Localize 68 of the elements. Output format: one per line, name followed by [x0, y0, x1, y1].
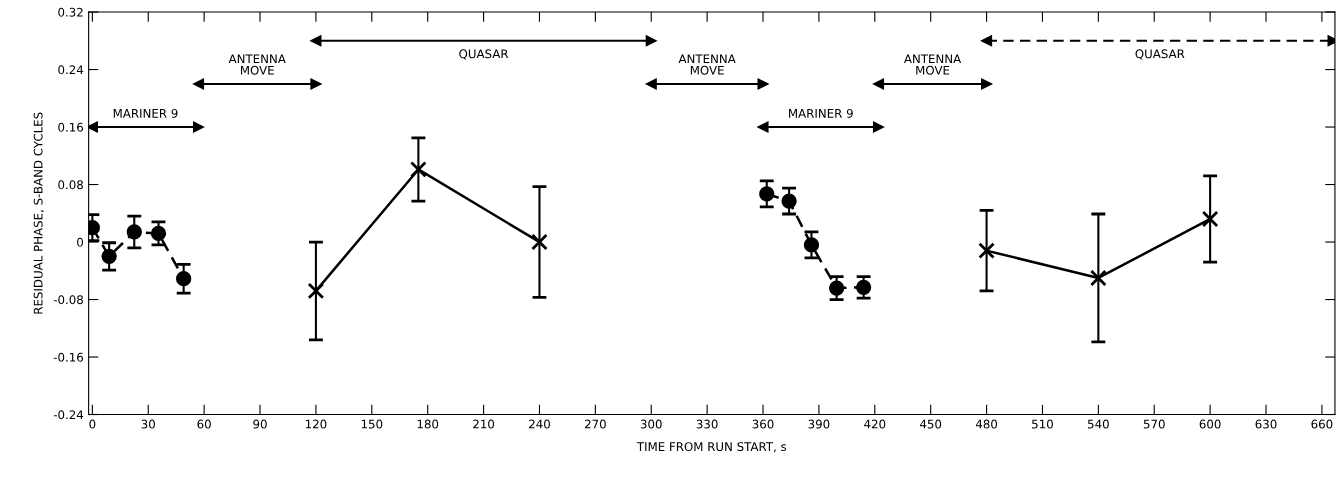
point — [410, 161, 427, 178]
point — [803, 237, 820, 253]
x-tick-label: 0 — [89, 419, 96, 429]
series-label: ANTENNA MOVE — [678, 54, 736, 75]
point — [531, 233, 548, 251]
series-label: QUASAR — [1135, 49, 1185, 60]
x-tick-label: 390 — [808, 419, 830, 429]
point — [855, 279, 872, 295]
y-tick-label: -0.08 — [53, 295, 83, 305]
y-tick-label: -0.16 — [53, 352, 84, 362]
point — [757, 121, 769, 133]
y-tick-label: -0.24 — [53, 410, 84, 420]
x-tick-label: 120 — [305, 419, 327, 429]
series-label: MARINER 9 — [113, 108, 178, 118]
x-tick-label: 540 — [1087, 419, 1109, 429]
x-tick-label: 60 — [197, 419, 211, 429]
x-tick-label: 210 — [473, 419, 495, 429]
point — [645, 78, 657, 90]
point — [828, 280, 845, 296]
point — [1201, 210, 1219, 228]
x-tick-label: 150 — [361, 419, 383, 429]
point — [88, 121, 98, 133]
x-tick-label: 90 — [253, 419, 267, 429]
point — [150, 225, 167, 242]
x-tick-label: 510 — [1032, 419, 1053, 429]
y-tick-label: 0.16 — [58, 122, 84, 132]
x-tick-label: 660 — [1311, 419, 1333, 429]
x-tick-label: 600 — [1199, 419, 1221, 429]
y-tick-label: 0.32 — [58, 7, 83, 17]
point — [101, 248, 117, 265]
point — [872, 78, 885, 90]
x-tick-label: 270 — [584, 419, 606, 429]
point — [781, 193, 797, 209]
y-tick-label: 0.24 — [58, 65, 84, 75]
point — [310, 35, 322, 47]
y-tick-label: 0 — [77, 237, 83, 247]
point — [978, 242, 995, 259]
point — [176, 271, 192, 287]
point — [759, 186, 775, 202]
point — [981, 35, 993, 47]
point — [645, 35, 657, 47]
x-tick-label: 360 — [752, 419, 774, 429]
x-tick-label: 240 — [529, 419, 550, 429]
x-axis-title: TIME FROM RUN START, s — [636, 442, 787, 453]
series-label: ANTENNA MOVE — [228, 54, 286, 75]
x-tick-label: 300 — [640, 419, 662, 429]
point — [757, 78, 769, 90]
point — [126, 224, 142, 240]
point — [1090, 269, 1107, 287]
x-tick-label: 180 — [417, 419, 439, 429]
x-tick-label: 480 — [975, 419, 998, 429]
y-axis-title: RESIDUAL PHASE, S-BAND CYCLES — [33, 112, 44, 314]
x-tick-label: 570 — [1143, 419, 1165, 429]
point — [192, 121, 205, 133]
x-tick-label: 630 — [1255, 419, 1277, 429]
point — [310, 78, 322, 90]
series-label: MARINER 9 — [789, 108, 853, 118]
x-tick-label: 30 — [141, 419, 155, 429]
x-tick-label: 420 — [864, 419, 886, 429]
y-tick-label: 0.08 — [58, 180, 83, 190]
series-label: QUASAR — [459, 49, 509, 60]
point — [192, 78, 205, 90]
series-label: ANTENNA MOVE — [903, 54, 962, 75]
point — [307, 282, 325, 300]
x-tick-label: 330 — [696, 419, 718, 429]
x-tick-label: 450 — [920, 419, 942, 429]
point — [981, 78, 993, 90]
point — [872, 121, 885, 133]
